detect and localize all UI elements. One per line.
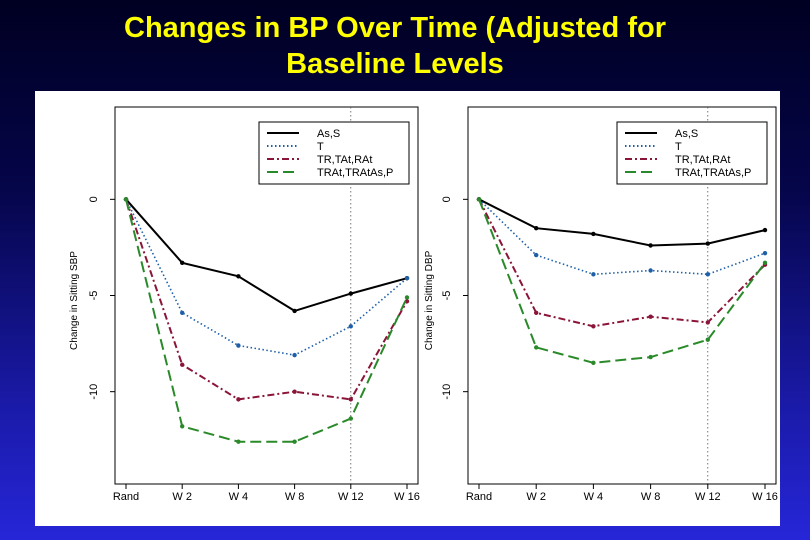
data-point: [236, 343, 241, 348]
data-point: [236, 397, 241, 402]
y-axis-label: Change in Sitting SBP: [69, 251, 80, 350]
slide-title-line-2: Baseline Levels: [286, 48, 504, 81]
legend-box: [258, 121, 410, 185]
x-tick-label: W 4: [584, 491, 604, 503]
x-tick-label: W 8: [641, 491, 661, 503]
legend-entry: T: [675, 141, 682, 153]
data-point: [236, 439, 241, 444]
series-line: [125, 198, 408, 401]
x-tick-label: Rand: [113, 491, 139, 503]
x-tick-label: W 8: [285, 491, 305, 503]
data-point: [292, 352, 297, 358]
data-point: [180, 310, 185, 316]
data-point: [705, 272, 710, 277]
data-point: [180, 362, 185, 367]
series-line: [478, 198, 766, 364]
data-point: [648, 243, 653, 248]
x-tick-label: W 12: [338, 491, 364, 503]
data-point: [476, 197, 482, 202]
x-tick-label: W 16: [394, 491, 420, 503]
y-tick-label: -5: [441, 291, 453, 301]
y-tick-label: -10: [88, 384, 100, 400]
series-line: [478, 198, 766, 276]
x-tick-label: W 4: [229, 491, 249, 503]
data-point: [705, 337, 710, 342]
data-point: [180, 260, 185, 266]
data-point: [292, 439, 297, 444]
chart-1: Rand W 2 W 4 W 8 W 12 W 16 0 -5 -10 Change in Sit…: [69, 106, 420, 503]
series-line: [478, 198, 766, 247]
series-line: [125, 198, 408, 312]
legend-entry: TRAt,TRAtAs,P: [675, 167, 751, 179]
x-tick-label: W 2: [172, 491, 192, 503]
legend-entry: T: [317, 141, 324, 153]
data-point: [534, 345, 539, 350]
data-point: [404, 275, 410, 281]
data-point: [762, 227, 768, 233]
data-point: [348, 397, 353, 402]
series-line: [478, 198, 766, 328]
y-axis-label: Change in Sitting DBP: [424, 250, 435, 350]
data-point: [180, 424, 185, 429]
bp-charts-figure: Rand W 2 W 4 W 8 W 12 W 16 0 -5 -10 Change in Sit…: [69, 106, 778, 503]
data-point: [648, 314, 653, 319]
data-point: [705, 241, 710, 246]
x-tick-label: W 2: [526, 491, 546, 503]
x-tick-label: W 16: [752, 491, 778, 503]
data-point: [292, 308, 297, 314]
slide-title-line-1: Changes in BP Over Time (Adjusted for: [124, 12, 666, 44]
legend-entry: TR,TAt,RAt: [317, 154, 372, 166]
y-tick-label: 0: [441, 196, 453, 202]
data-point: [534, 310, 539, 316]
data-point: [348, 416, 353, 421]
data-point: [292, 389, 297, 394]
legend-entry: TRAt,TRAtAs,P: [317, 167, 393, 179]
data-point: [123, 197, 129, 202]
chart-2: Rand W 2 W 4 W 8 W 12 W 16 0 -5 -10 Change in Sit…: [424, 106, 778, 503]
data-point: [591, 231, 596, 237]
data-point: [762, 250, 768, 256]
data-point: [705, 320, 710, 325]
data-point: [591, 324, 596, 329]
x-tick-label: W 12: [695, 491, 721, 503]
data-point: [534, 252, 539, 258]
data-point: [648, 268, 653, 273]
figure-panel: Rand W 2 W 4 W 8 W 12 W 16 0 -5 -10 Change in Sit…: [35, 91, 780, 526]
legend-entry: TR,TAt,RAt: [675, 154, 730, 166]
data-point: [534, 225, 539, 231]
legend-entry: As,S: [317, 128, 340, 140]
data-point: [236, 274, 241, 279]
series-line: [125, 199, 408, 443]
data-point: [404, 295, 410, 300]
x-tick-label: Rand: [466, 491, 492, 503]
slide-title: Changes in BP Over Time (Adjusted for Ba…: [0, 10, 790, 83]
y-tick-label: -10: [441, 384, 453, 400]
legend-entry: As,S: [675, 128, 698, 140]
data-point: [404, 299, 410, 304]
data-point: [348, 291, 353, 296]
data-point: [348, 324, 353, 329]
series-line: [125, 198, 408, 356]
data-point: [648, 354, 653, 360]
data-point: [591, 272, 596, 277]
data-point: [591, 360, 596, 366]
data-point: [762, 260, 768, 266]
y-tick-label: -5: [88, 291, 100, 301]
y-tick-label: 0: [88, 196, 100, 202]
